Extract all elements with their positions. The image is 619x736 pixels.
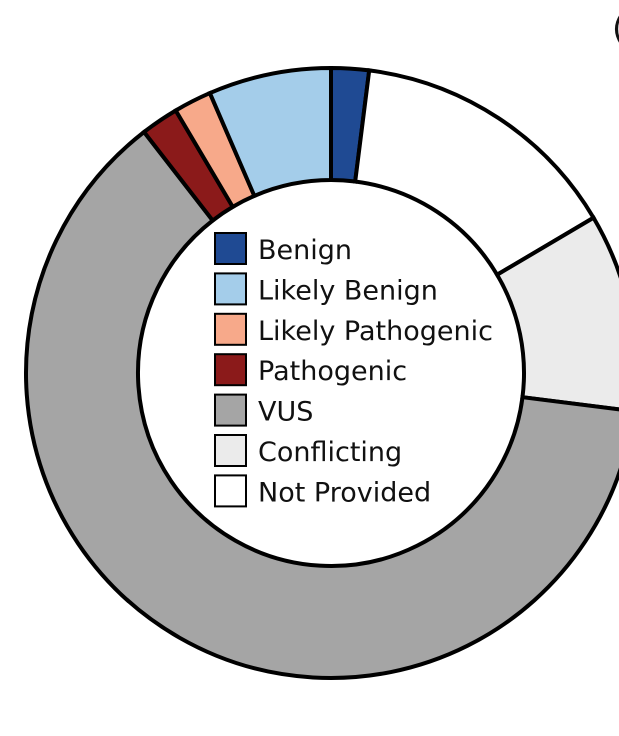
- legend-swatch-likely-pathogenic: [214, 312, 247, 346]
- corner-label: (: [612, 9, 619, 49]
- legend-swatch-conflicting: [214, 434, 247, 467]
- legend-label-benign: Benign: [258, 235, 352, 266]
- legend-swatch-benign: [214, 232, 247, 265]
- donut-slices: [24, 65, 619, 680]
- slice-vus: [24, 129, 619, 680]
- legend-swatch-vus: [214, 393, 247, 427]
- legend-label-likely-pathogenic: Likely Pathogenic: [258, 316, 493, 347]
- legend-label-vus: VUS: [258, 397, 313, 428]
- legend-label-not-provided: Not Provided: [258, 477, 431, 508]
- legend-swatch-not-provided: [214, 474, 247, 508]
- slice-likely-benign: [207, 65, 333, 199]
- legend-label-likely-benign: Likely Benign: [258, 275, 438, 306]
- legend-swatch-likely-benign: [214, 272, 247, 306]
- legend-label-conflicting: Conflicting: [258, 437, 402, 468]
- legend-label-pathogenic: Pathogenic: [258, 356, 407, 387]
- legend-swatch-pathogenic: [214, 353, 247, 387]
- chart-legend: Benign Likely Benign Likely Pathogenic Path…: [214, 232, 493, 508]
